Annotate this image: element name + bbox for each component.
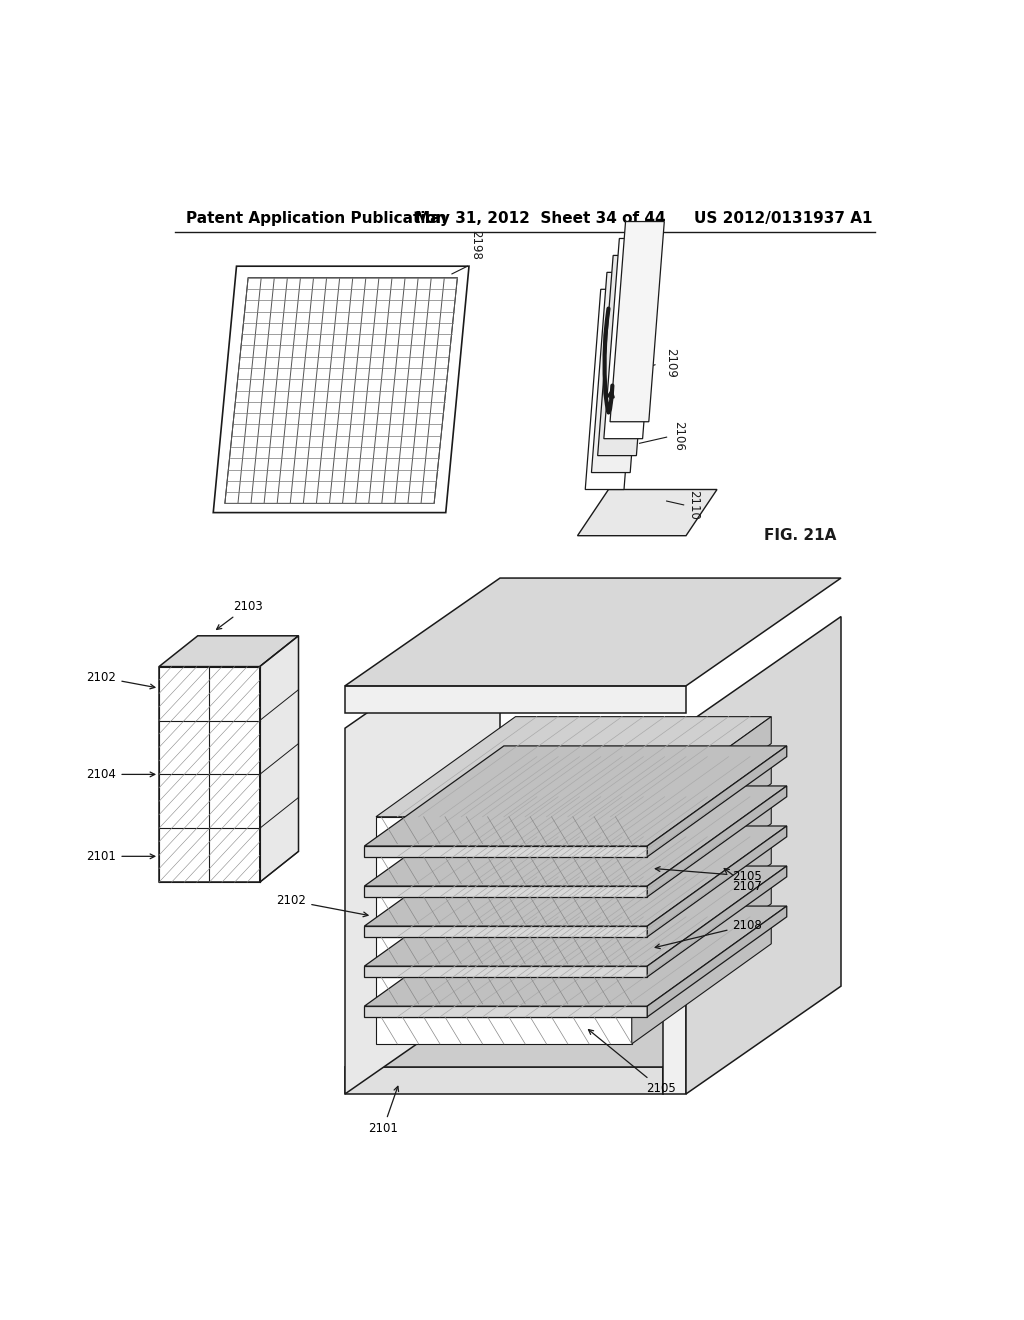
- Polygon shape: [225, 277, 458, 503]
- Polygon shape: [365, 746, 786, 846]
- Polygon shape: [647, 866, 786, 977]
- Polygon shape: [365, 1006, 647, 1016]
- Polygon shape: [365, 966, 647, 977]
- Text: 2105: 2105: [655, 867, 762, 883]
- Polygon shape: [592, 272, 646, 473]
- Text: 2108: 2108: [655, 919, 762, 949]
- Polygon shape: [213, 267, 469, 512]
- Text: 2101: 2101: [369, 1086, 398, 1135]
- Polygon shape: [376, 857, 632, 884]
- Polygon shape: [632, 876, 771, 1003]
- Text: 2102: 2102: [86, 671, 155, 689]
- Polygon shape: [586, 289, 640, 490]
- Polygon shape: [345, 620, 500, 1094]
- Text: 2103: 2103: [217, 599, 262, 630]
- Polygon shape: [365, 785, 786, 886]
- Text: 2106: 2106: [672, 421, 685, 450]
- Polygon shape: [376, 817, 632, 843]
- Polygon shape: [376, 797, 771, 896]
- Polygon shape: [376, 917, 771, 1016]
- Polygon shape: [376, 756, 771, 857]
- Text: 2109: 2109: [664, 347, 677, 378]
- Polygon shape: [365, 906, 786, 1006]
- Polygon shape: [604, 239, 658, 438]
- Polygon shape: [365, 866, 786, 966]
- Polygon shape: [260, 636, 299, 882]
- Polygon shape: [159, 636, 299, 667]
- Polygon shape: [345, 1067, 663, 1094]
- Polygon shape: [647, 826, 786, 937]
- Polygon shape: [632, 717, 771, 843]
- Polygon shape: [365, 886, 647, 896]
- Polygon shape: [376, 1016, 632, 1044]
- Text: 2107: 2107: [724, 869, 763, 892]
- Polygon shape: [578, 490, 717, 536]
- Polygon shape: [365, 927, 647, 937]
- Polygon shape: [632, 797, 771, 924]
- Polygon shape: [159, 667, 260, 882]
- Polygon shape: [345, 686, 686, 713]
- Polygon shape: [663, 960, 818, 1094]
- Polygon shape: [632, 917, 771, 1044]
- Polygon shape: [345, 960, 818, 1067]
- Polygon shape: [686, 616, 841, 1094]
- Text: FIG. 21A: FIG. 21A: [764, 528, 836, 544]
- Text: May 31, 2012  Sheet 34 of 44: May 31, 2012 Sheet 34 of 44: [415, 211, 666, 226]
- Text: 2101: 2101: [86, 850, 155, 863]
- Polygon shape: [376, 876, 771, 977]
- Polygon shape: [663, 725, 686, 1094]
- Text: 2102: 2102: [276, 894, 368, 916]
- Text: 2105: 2105: [589, 1030, 676, 1096]
- Polygon shape: [376, 937, 632, 964]
- Polygon shape: [647, 785, 786, 896]
- Polygon shape: [376, 896, 632, 924]
- Polygon shape: [376, 977, 632, 1003]
- Polygon shape: [632, 756, 771, 884]
- Polygon shape: [376, 837, 771, 937]
- Polygon shape: [598, 256, 652, 455]
- Polygon shape: [365, 846, 647, 857]
- Polygon shape: [610, 222, 665, 422]
- Text: 2104: 2104: [86, 768, 155, 781]
- Polygon shape: [345, 578, 841, 686]
- Polygon shape: [632, 837, 771, 964]
- Polygon shape: [365, 826, 786, 927]
- Polygon shape: [647, 746, 786, 857]
- Text: Patent Application Publication: Patent Application Publication: [186, 211, 446, 226]
- Polygon shape: [376, 717, 771, 817]
- Text: 2110: 2110: [687, 490, 700, 520]
- Text: 2198: 2198: [469, 230, 481, 260]
- Polygon shape: [647, 906, 786, 1016]
- Text: US 2012/0131937 A1: US 2012/0131937 A1: [693, 211, 872, 226]
